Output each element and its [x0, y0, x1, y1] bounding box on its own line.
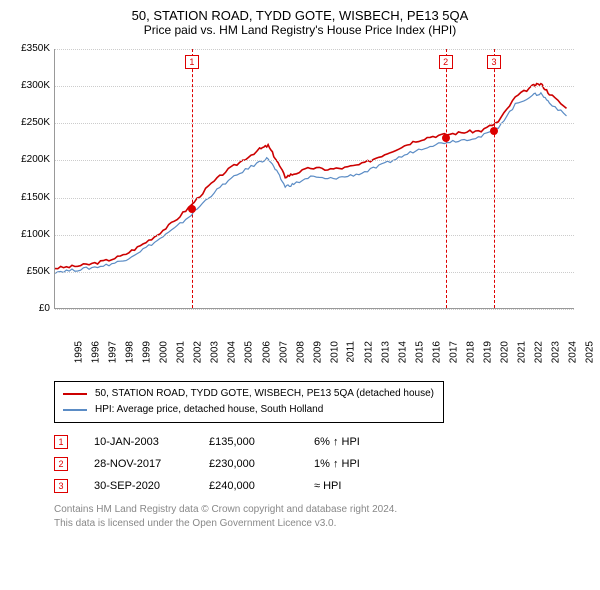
chart-svg	[55, 49, 575, 309]
legend: 50, STATION ROAD, TYDD GOTE, WISBECH, PE…	[54, 381, 444, 423]
legend-row: 50, STATION ROAD, TYDD GOTE, WISBECH, PE…	[63, 386, 435, 402]
x-tick-label: 2006	[261, 341, 272, 363]
footer-line: This data is licensed under the Open Gov…	[54, 517, 590, 531]
y-tick-label: £100K	[10, 229, 50, 240]
y-tick-label: £250K	[10, 117, 50, 128]
tx-date: 10-JAN-2003	[94, 436, 209, 448]
x-tick-label: 2002	[193, 341, 204, 363]
gridline-h	[55, 49, 574, 50]
x-tick-label: 2008	[295, 341, 306, 363]
marker-badge: 2	[439, 55, 453, 69]
x-tick-label: 2017	[448, 341, 459, 363]
tx-badge: 2	[54, 457, 68, 471]
transaction-row: 3 30-SEP-2020£240,000≈ HPI	[54, 475, 590, 497]
x-tick-label: 2004	[227, 341, 238, 363]
x-tick-label: 2005	[244, 341, 255, 363]
legend-row: HPI: Average price, detached house, Sout…	[63, 402, 435, 418]
transaction-row: 1 10-JAN-2003£135,0006% ↑ HPI	[54, 431, 590, 453]
footer-line: Contains HM Land Registry data © Crown c…	[54, 503, 590, 517]
footer: Contains HM Land Registry data © Crown c…	[54, 503, 590, 531]
x-tick-label: 1999	[141, 341, 152, 363]
x-tick-label: 2013	[380, 341, 391, 363]
x-tick-label: 1996	[90, 341, 101, 363]
x-tick-label: 2000	[158, 341, 169, 363]
x-tick-label: 2014	[397, 341, 408, 363]
x-tick-label: 2015	[414, 341, 425, 363]
legend-swatch	[63, 409, 87, 411]
tx-price: £240,000	[209, 480, 314, 492]
gridline-h	[55, 86, 574, 87]
x-tick-label: 1995	[73, 341, 84, 363]
tx-date: 28-NOV-2017	[94, 458, 209, 470]
x-tick-label: 2001	[176, 341, 187, 363]
gridline-h	[55, 198, 574, 199]
tx-rel: ≈ HPI	[314, 480, 414, 492]
marker-line	[446, 49, 447, 308]
transaction-list: 1 10-JAN-2003£135,0006% ↑ HPI 2 28-NOV-2017…	[10, 431, 590, 497]
tx-date: 30-SEP-2020	[94, 480, 209, 492]
tx-badge: 1	[54, 435, 68, 449]
gridline-h	[55, 160, 574, 161]
x-tick-label: 2018	[465, 341, 476, 363]
legend-label: 50, STATION ROAD, TYDD GOTE, WISBECH, PE…	[95, 386, 434, 402]
x-tick-label: 2016	[431, 341, 442, 363]
x-tick-label: 2003	[210, 341, 221, 363]
y-tick-label: £0	[10, 303, 50, 314]
x-tick-label: 1998	[124, 341, 135, 363]
x-tick-label: 2023	[551, 341, 562, 363]
x-tick-label: 2012	[363, 341, 374, 363]
x-tick-label: 2011	[345, 341, 356, 363]
marker-badge: 3	[487, 55, 501, 69]
legend-label: HPI: Average price, detached house, Sout…	[95, 402, 323, 418]
y-tick-label: £50K	[10, 266, 50, 277]
page-title: 50, STATION ROAD, TYDD GOTE, WISBECH, PE…	[10, 8, 590, 23]
transaction-row: 2 28-NOV-2017£230,0001% ↑ HPI	[54, 453, 590, 475]
y-tick-label: £300K	[10, 80, 50, 91]
x-tick-label: 1997	[107, 341, 118, 363]
x-tick-label: 2020	[499, 341, 510, 363]
marker-dot	[442, 134, 450, 142]
y-tick-label: £150K	[10, 192, 50, 203]
tx-rel: 1% ↑ HPI	[314, 458, 414, 470]
series-hpi	[55, 93, 567, 273]
tx-price: £135,000	[209, 436, 314, 448]
marker-dot	[188, 205, 196, 213]
gridline-h	[55, 272, 574, 273]
legend-swatch	[63, 393, 87, 395]
x-tick-label: 2010	[329, 341, 340, 363]
page-subtitle: Price paid vs. HM Land Registry's House …	[10, 23, 590, 37]
marker-line	[494, 49, 495, 308]
chart: 1 2 3 £0 £50K £100K £150K £200K £250K £300K £350K…	[10, 45, 590, 375]
x-tick-label: 2021	[517, 341, 528, 363]
plot-area: 1 2 3	[54, 49, 574, 309]
tx-price: £230,000	[209, 458, 314, 470]
x-tick-label: 2019	[482, 341, 493, 363]
x-tick-label: 2024	[568, 341, 579, 363]
gridline-h	[55, 235, 574, 236]
marker-line	[192, 49, 193, 308]
x-tick-label: 2025	[585, 341, 596, 363]
y-tick-label: £350K	[10, 43, 50, 54]
x-tick-label: 2009	[312, 341, 323, 363]
gridline-h	[55, 309, 574, 310]
tx-rel: 6% ↑ HPI	[314, 436, 414, 448]
x-tick-label: 2007	[278, 341, 289, 363]
x-tick-label: 2022	[534, 341, 545, 363]
y-tick-label: £200K	[10, 154, 50, 165]
gridline-h	[55, 123, 574, 124]
tx-badge: 3	[54, 479, 68, 493]
marker-dot	[490, 127, 498, 135]
marker-badge: 1	[185, 55, 199, 69]
